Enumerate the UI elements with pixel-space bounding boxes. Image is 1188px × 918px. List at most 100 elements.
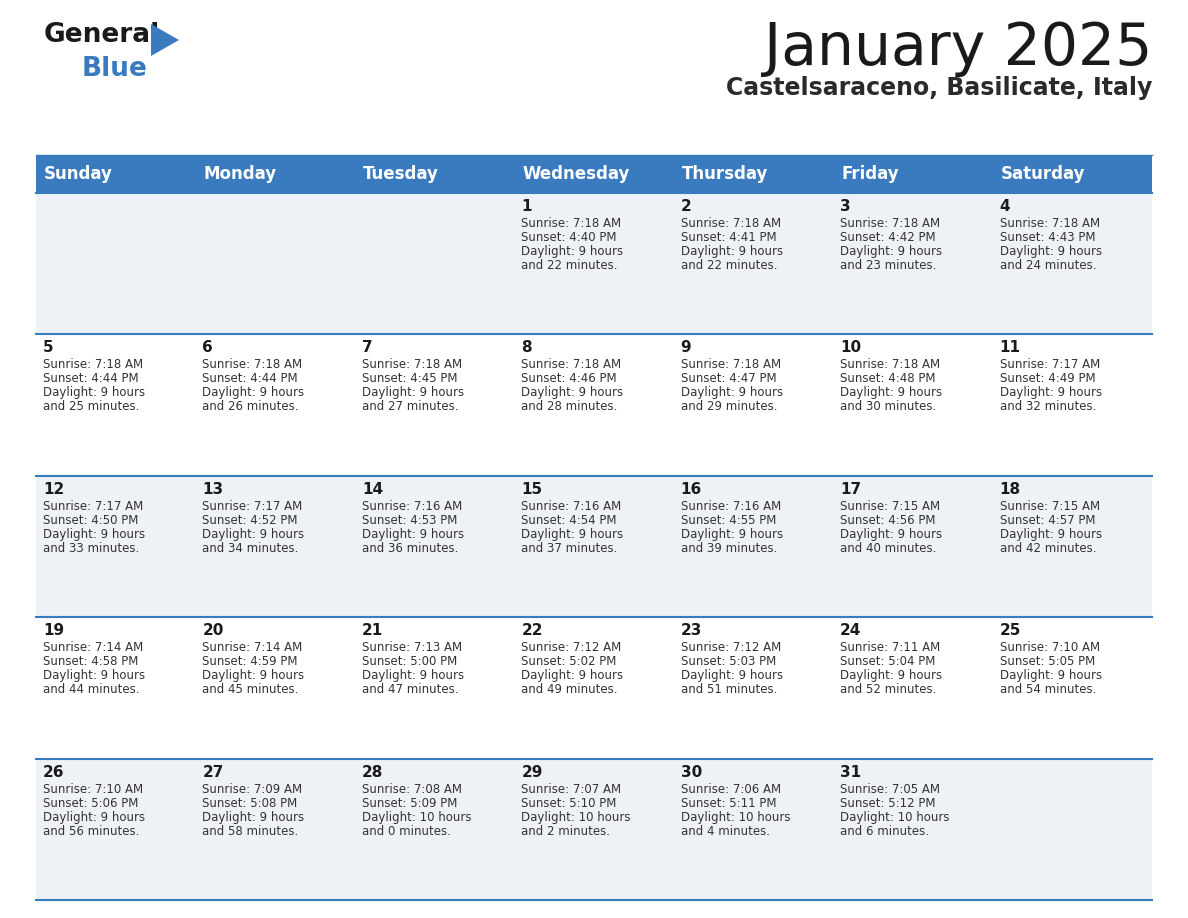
Text: Tuesday: Tuesday bbox=[362, 165, 438, 183]
Bar bbox=[514, 155, 674, 193]
Text: Sunrise: 7:08 AM: Sunrise: 7:08 AM bbox=[362, 783, 462, 796]
Text: 21: 21 bbox=[362, 623, 383, 638]
Text: Sunset: 5:12 PM: Sunset: 5:12 PM bbox=[840, 797, 936, 810]
Bar bbox=[355, 758, 514, 900]
Text: Sunset: 4:40 PM: Sunset: 4:40 PM bbox=[522, 231, 617, 244]
Text: Sunrise: 7:10 AM: Sunrise: 7:10 AM bbox=[999, 641, 1100, 655]
Text: Sunset: 4:44 PM: Sunset: 4:44 PM bbox=[202, 373, 298, 386]
Text: Castelsaraceno, Basilicate, Italy: Castelsaraceno, Basilicate, Italy bbox=[726, 76, 1152, 100]
Text: and 29 minutes.: and 29 minutes. bbox=[681, 400, 777, 413]
Text: and 28 minutes.: and 28 minutes. bbox=[522, 400, 618, 413]
Text: and 40 minutes.: and 40 minutes. bbox=[840, 542, 936, 554]
Text: and 26 minutes.: and 26 minutes. bbox=[202, 400, 299, 413]
Text: Daylight: 9 hours: Daylight: 9 hours bbox=[202, 811, 304, 823]
Bar bbox=[833, 617, 992, 758]
Text: and 4 minutes.: and 4 minutes. bbox=[681, 824, 770, 837]
Text: and 42 minutes.: and 42 minutes. bbox=[999, 542, 1097, 554]
Text: and 51 minutes.: and 51 minutes. bbox=[681, 683, 777, 696]
Text: 3: 3 bbox=[840, 199, 851, 214]
Text: 12: 12 bbox=[43, 482, 64, 497]
Text: 13: 13 bbox=[202, 482, 223, 497]
Text: 10: 10 bbox=[840, 341, 861, 355]
Bar bbox=[833, 193, 992, 334]
Text: Sunrise: 7:18 AM: Sunrise: 7:18 AM bbox=[840, 358, 940, 372]
Text: 20: 20 bbox=[202, 623, 223, 638]
Bar bbox=[355, 193, 514, 334]
Bar bbox=[992, 155, 1152, 193]
Text: Daylight: 9 hours: Daylight: 9 hours bbox=[681, 245, 783, 258]
Text: and 45 minutes.: and 45 minutes. bbox=[202, 683, 299, 696]
Bar bbox=[514, 617, 674, 758]
Text: Daylight: 9 hours: Daylight: 9 hours bbox=[840, 669, 942, 682]
Polygon shape bbox=[151, 24, 179, 56]
Text: Sunset: 4:59 PM: Sunset: 4:59 PM bbox=[202, 655, 298, 668]
Text: 25: 25 bbox=[999, 623, 1020, 638]
Text: Daylight: 9 hours: Daylight: 9 hours bbox=[840, 386, 942, 399]
Text: Sunset: 4:57 PM: Sunset: 4:57 PM bbox=[999, 514, 1095, 527]
Text: Sunrise: 7:07 AM: Sunrise: 7:07 AM bbox=[522, 783, 621, 796]
Text: January 2025: January 2025 bbox=[764, 20, 1152, 77]
Text: and 0 minutes.: and 0 minutes. bbox=[362, 824, 450, 837]
Text: and 39 minutes.: and 39 minutes. bbox=[681, 542, 777, 554]
Text: Sunset: 5:08 PM: Sunset: 5:08 PM bbox=[202, 797, 298, 810]
Bar bbox=[833, 334, 992, 476]
Text: General: General bbox=[44, 22, 160, 48]
Text: Thursday: Thursday bbox=[682, 165, 769, 183]
Text: and 6 minutes.: and 6 minutes. bbox=[840, 824, 929, 837]
Bar bbox=[36, 476, 196, 617]
Text: Daylight: 9 hours: Daylight: 9 hours bbox=[522, 528, 624, 541]
Bar bbox=[833, 476, 992, 617]
Text: Friday: Friday bbox=[841, 165, 899, 183]
Text: 18: 18 bbox=[999, 482, 1020, 497]
Text: Daylight: 10 hours: Daylight: 10 hours bbox=[522, 811, 631, 823]
Text: Sunset: 5:09 PM: Sunset: 5:09 PM bbox=[362, 797, 457, 810]
Text: Sunrise: 7:18 AM: Sunrise: 7:18 AM bbox=[681, 217, 781, 230]
Text: Sunset: 4:56 PM: Sunset: 4:56 PM bbox=[840, 514, 936, 527]
Text: Sunset: 4:47 PM: Sunset: 4:47 PM bbox=[681, 373, 776, 386]
Text: and 22 minutes.: and 22 minutes. bbox=[522, 259, 618, 272]
Bar bbox=[36, 155, 196, 193]
Text: Sunrise: 7:18 AM: Sunrise: 7:18 AM bbox=[43, 358, 143, 372]
Bar bbox=[992, 476, 1152, 617]
Bar bbox=[196, 193, 355, 334]
Text: Daylight: 10 hours: Daylight: 10 hours bbox=[362, 811, 472, 823]
Text: Sunrise: 7:16 AM: Sunrise: 7:16 AM bbox=[362, 499, 462, 513]
Text: Monday: Monday bbox=[203, 165, 277, 183]
Text: 31: 31 bbox=[840, 765, 861, 779]
Text: Sunrise: 7:10 AM: Sunrise: 7:10 AM bbox=[43, 783, 143, 796]
Text: Sunrise: 7:18 AM: Sunrise: 7:18 AM bbox=[202, 358, 303, 372]
Bar bbox=[674, 193, 833, 334]
Bar bbox=[355, 334, 514, 476]
Text: and 47 minutes.: and 47 minutes. bbox=[362, 683, 459, 696]
Text: Sunset: 4:48 PM: Sunset: 4:48 PM bbox=[840, 373, 936, 386]
Text: and 24 minutes.: and 24 minutes. bbox=[999, 259, 1097, 272]
Text: Sunrise: 7:18 AM: Sunrise: 7:18 AM bbox=[522, 217, 621, 230]
Text: Daylight: 9 hours: Daylight: 9 hours bbox=[681, 386, 783, 399]
Text: 15: 15 bbox=[522, 482, 543, 497]
Bar bbox=[355, 155, 514, 193]
Text: Sunset: 5:02 PM: Sunset: 5:02 PM bbox=[522, 655, 617, 668]
Bar bbox=[36, 193, 196, 334]
Text: Sunset: 4:49 PM: Sunset: 4:49 PM bbox=[999, 373, 1095, 386]
Text: 9: 9 bbox=[681, 341, 691, 355]
Text: Sunrise: 7:16 AM: Sunrise: 7:16 AM bbox=[681, 499, 781, 513]
Text: Sunrise: 7:16 AM: Sunrise: 7:16 AM bbox=[522, 499, 621, 513]
Bar bbox=[992, 758, 1152, 900]
Text: and 37 minutes.: and 37 minutes. bbox=[522, 542, 618, 554]
Text: Sunrise: 7:18 AM: Sunrise: 7:18 AM bbox=[522, 358, 621, 372]
Text: Daylight: 9 hours: Daylight: 9 hours bbox=[202, 386, 304, 399]
Text: and 22 minutes.: and 22 minutes. bbox=[681, 259, 777, 272]
Text: 6: 6 bbox=[202, 341, 213, 355]
Text: and 34 minutes.: and 34 minutes. bbox=[202, 542, 299, 554]
Text: Daylight: 10 hours: Daylight: 10 hours bbox=[681, 811, 790, 823]
Bar bbox=[514, 476, 674, 617]
Text: Sunset: 4:55 PM: Sunset: 4:55 PM bbox=[681, 514, 776, 527]
Text: and 49 minutes.: and 49 minutes. bbox=[522, 683, 618, 696]
Text: 29: 29 bbox=[522, 765, 543, 779]
Text: Sunrise: 7:17 AM: Sunrise: 7:17 AM bbox=[43, 499, 144, 513]
Bar bbox=[992, 193, 1152, 334]
Text: 8: 8 bbox=[522, 341, 532, 355]
Text: Sunset: 4:42 PM: Sunset: 4:42 PM bbox=[840, 231, 936, 244]
Text: Sunrise: 7:09 AM: Sunrise: 7:09 AM bbox=[202, 783, 303, 796]
Text: Sunrise: 7:15 AM: Sunrise: 7:15 AM bbox=[999, 499, 1100, 513]
